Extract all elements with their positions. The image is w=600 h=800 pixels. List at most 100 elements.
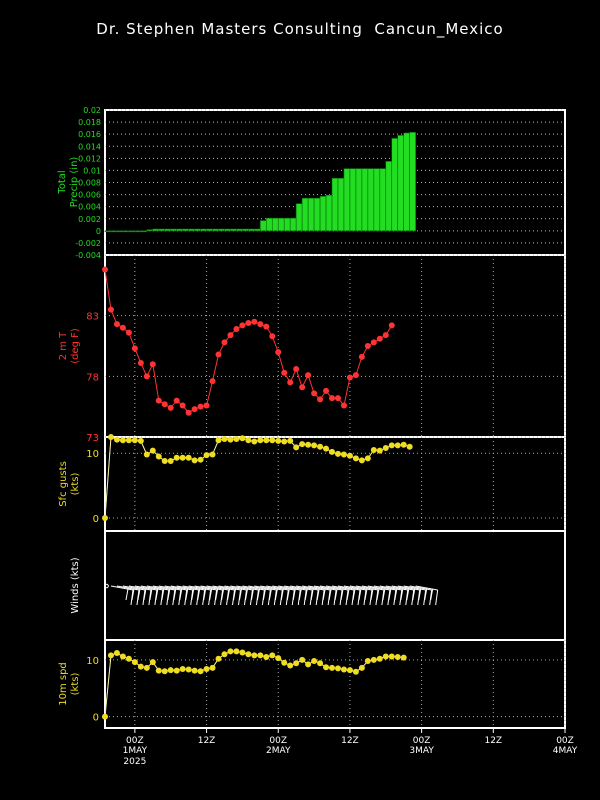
precip-bar (397, 135, 405, 232)
speed-point (245, 651, 252, 658)
precip-bar (289, 217, 297, 232)
gusts-point (131, 437, 138, 444)
panel-frame-speed (104, 639, 566, 729)
precip-y-tick: 0.006 (78, 191, 101, 200)
temp-point (251, 318, 258, 325)
gusts-point (233, 435, 240, 442)
temp-ylabel-1: 2 m T (58, 331, 69, 360)
wind-barb-feather (430, 588, 434, 601)
wind-barb-feather (340, 588, 344, 601)
gusts-point (340, 451, 347, 458)
wind-barb-feather (388, 588, 392, 601)
speed-point (125, 655, 132, 662)
gusts-ylabel-2: (kts) (70, 473, 81, 496)
speed-point (317, 660, 324, 667)
gusts-point (293, 444, 300, 451)
gusts-point (239, 435, 246, 442)
speed-point (251, 652, 258, 659)
temp-point (317, 396, 324, 403)
wind-barb-staff (140, 585, 163, 591)
precip-bar (325, 194, 333, 232)
speed-point (227, 648, 234, 655)
gusts-point (376, 447, 383, 454)
gusts-point (107, 434, 114, 440)
wind-barb-staff (355, 585, 378, 591)
gusts-point (125, 437, 132, 444)
gusts-point (221, 435, 228, 442)
precip-ylabel-2: Precip (in) (69, 157, 80, 208)
wind-barb-staff (176, 585, 199, 591)
wind-barb-staff (236, 585, 259, 591)
speed-point (149, 659, 156, 666)
precip-bar (367, 168, 375, 232)
wind-barb-staff (116, 585, 140, 591)
temp-point (370, 339, 377, 346)
precip-bar (170, 228, 177, 232)
wind-barb-staff (152, 585, 175, 591)
temp-point (191, 406, 198, 413)
wind-barb-feather (131, 588, 135, 601)
wind-barb-feather (298, 588, 302, 601)
wind-barb-staff (212, 585, 235, 591)
precip-y-tick: 0 (96, 227, 101, 236)
wind-barb-feather (155, 588, 159, 601)
wind-calm-marker (104, 583, 109, 589)
precip-bar (140, 230, 148, 233)
speed-point (311, 658, 318, 665)
wind-barb-feather (125, 588, 129, 601)
wind-barb-staff (308, 585, 331, 591)
precip-bar (134, 230, 142, 233)
gusts-series-line-color (104, 436, 410, 519)
speed-point (263, 654, 270, 661)
wind-barb-feather (346, 588, 350, 601)
wind-barb-feather (161, 588, 165, 601)
speed-point (281, 659, 288, 666)
speed-point (239, 649, 246, 656)
speed-point (191, 667, 198, 674)
wind-barb-staff (122, 585, 146, 591)
gusts-point (143, 451, 150, 458)
temp-point (143, 373, 150, 380)
precip-bar (116, 230, 124, 233)
temp-point (269, 333, 276, 340)
temp-point (382, 332, 389, 339)
gusts-point (155, 453, 162, 460)
precip-bar (319, 196, 327, 232)
wind-barb-feather (435, 589, 439, 606)
precip-bar (206, 228, 213, 232)
gusts-point (329, 448, 336, 455)
wind-barb-staff (284, 585, 307, 591)
wind-barb-feather (376, 588, 380, 601)
x-tick-label-day: 4MAY (553, 746, 578, 756)
wind-barb-staff (128, 585, 151, 591)
speed-point (167, 667, 174, 674)
wind-barb-staff (218, 585, 241, 591)
wind-barb-staff (266, 585, 289, 591)
speed-point (143, 664, 150, 671)
precip-bar (128, 230, 136, 233)
wind-barb-feather (280, 588, 284, 601)
x-tick-label: 12Z (484, 736, 502, 746)
precip-bar (355, 168, 363, 232)
wind-barb-feather (215, 588, 219, 601)
precip-y-tick: 0.02 (83, 106, 101, 115)
gusts-point (257, 437, 264, 444)
speed-point (388, 653, 395, 660)
speed-ylabel-1: 10m spd (58, 662, 69, 706)
precip-bar (212, 228, 219, 232)
speed-point (382, 653, 389, 660)
wind-barb-feather (149, 588, 153, 601)
wind-barb-staff (349, 585, 373, 591)
gusts-point (227, 436, 234, 443)
gusts-point (287, 437, 294, 444)
wind-barb-staff (373, 585, 396, 591)
gusts-point (358, 457, 365, 464)
x-tick-label-day: 3MAY (409, 746, 434, 756)
gusts-point (346, 452, 353, 459)
wind-barb-feather (316, 588, 320, 601)
precip-bar (218, 228, 225, 232)
wind-barb-staff (391, 585, 414, 591)
speed-point (131, 659, 138, 666)
speed-point (102, 713, 108, 720)
gusts-y-tick: 10 (86, 449, 99, 460)
